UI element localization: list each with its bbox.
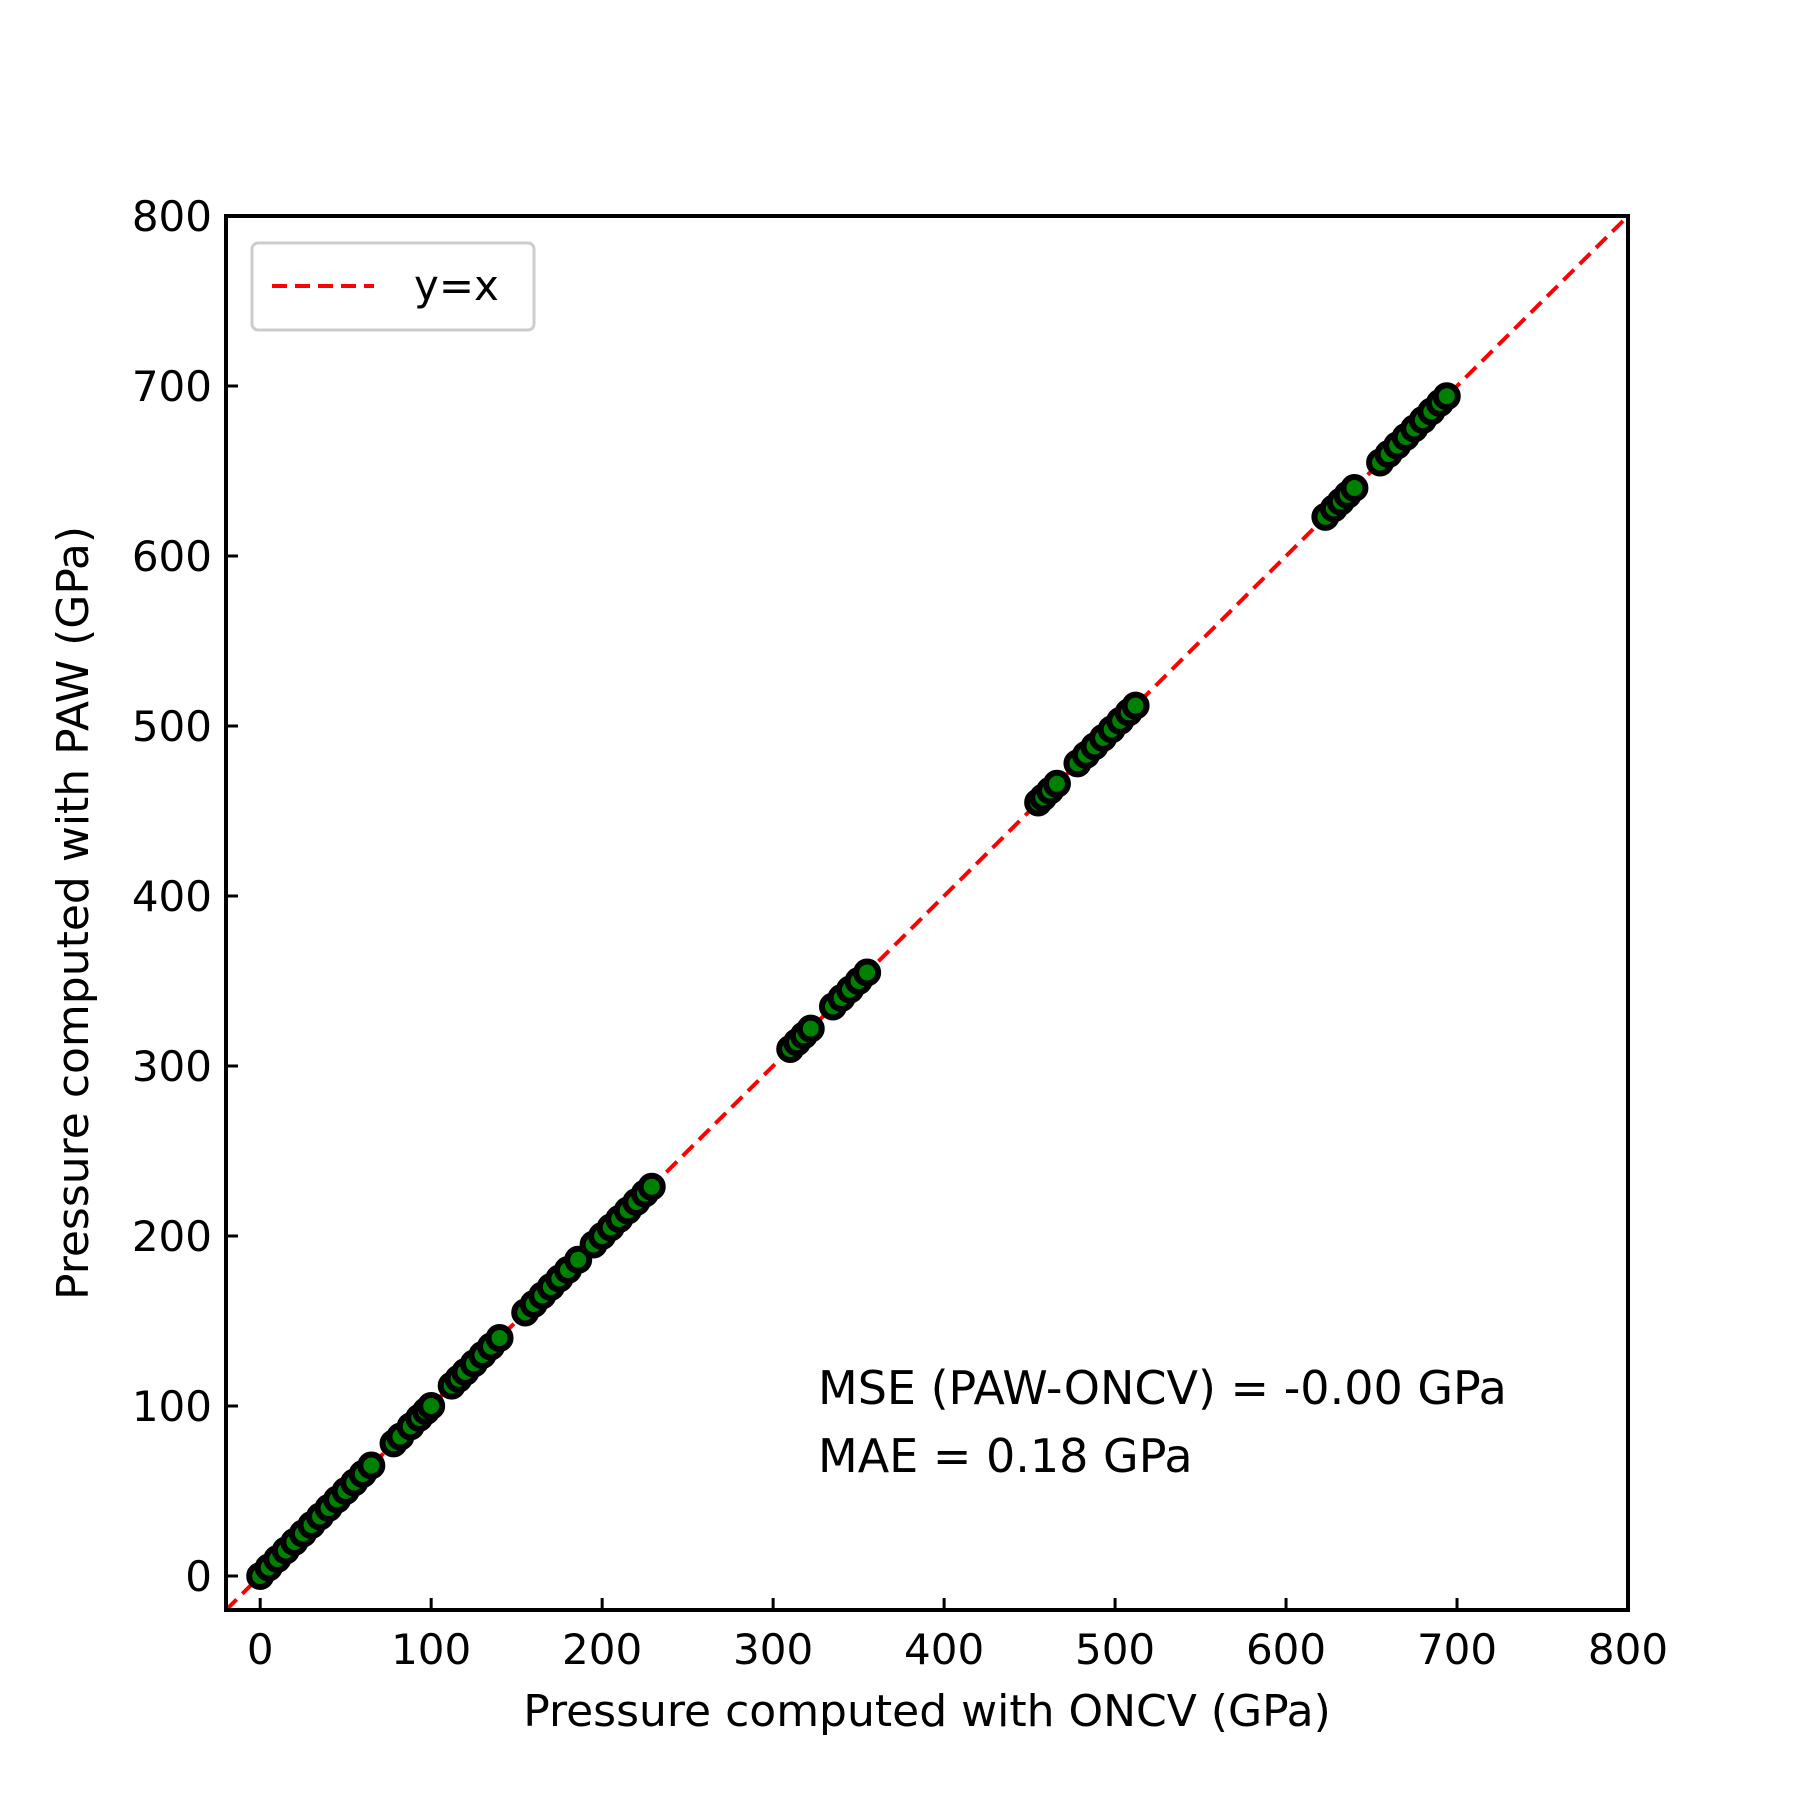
y-tick-label: 400 <box>132 872 212 921</box>
legend: y=x <box>250 241 536 332</box>
y-axis-label: Pressure computed with PAW (GPa) <box>48 526 99 1300</box>
data-point <box>1042 769 1071 798</box>
x-tick-label: 0 <box>247 1625 274 1674</box>
mse-annotation: MSE (PAW-ONCV) = -0.00 GPa <box>818 1361 1507 1415</box>
x-tick-label: 400 <box>904 1625 984 1674</box>
x-tick-label: 300 <box>733 1625 813 1674</box>
x-tick-label: 700 <box>1417 1625 1497 1674</box>
legend-box <box>250 241 536 332</box>
mae-annotation: MAE = 0.18 GPa <box>818 1429 1193 1483</box>
data-point <box>637 1172 666 1201</box>
y-tick-label: 800 <box>132 192 212 241</box>
x-tick-label: 100 <box>391 1625 471 1674</box>
data-point <box>796 1014 825 1043</box>
x-tick-label: 600 <box>1246 1625 1326 1674</box>
data-point <box>853 958 882 987</box>
x-tick-label: 800 <box>1588 1625 1668 1674</box>
data-point <box>417 1392 446 1420</box>
y-tick-label: 600 <box>132 532 212 581</box>
legend-entry-label: y=x <box>414 261 499 310</box>
data-point <box>1121 691 1150 720</box>
y-tick-label: 100 <box>132 1382 212 1431</box>
data-point <box>1432 382 1461 411</box>
data-point <box>485 1324 514 1352</box>
x-axis-label: Pressure computed with ONCV (GPa) <box>523 1686 1331 1737</box>
y-tick-label: 300 <box>132 1042 212 1091</box>
y-tick-label: 0 <box>185 1552 212 1601</box>
x-tick-label: 200 <box>562 1625 642 1674</box>
y-tick-label: 200 <box>132 1212 212 1261</box>
x-tick-label: 500 <box>1075 1625 1155 1674</box>
y-tick-label: 700 <box>132 362 212 411</box>
plot-frame <box>224 214 1630 1612</box>
data-point <box>357 1451 386 1480</box>
data-point <box>1340 474 1369 502</box>
y-tick-label: 500 <box>132 702 212 751</box>
